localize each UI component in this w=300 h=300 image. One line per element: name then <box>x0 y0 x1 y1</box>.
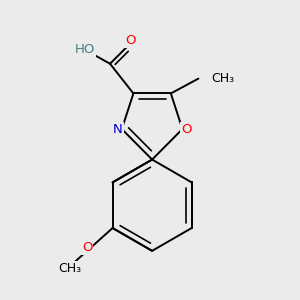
Text: O: O <box>125 34 136 47</box>
Text: CH₃: CH₃ <box>211 72 234 85</box>
Text: HO: HO <box>74 44 95 56</box>
Text: N: N <box>113 123 122 136</box>
Text: O: O <box>82 241 92 254</box>
Text: O: O <box>182 123 192 136</box>
Text: CH₃: CH₃ <box>58 262 82 275</box>
